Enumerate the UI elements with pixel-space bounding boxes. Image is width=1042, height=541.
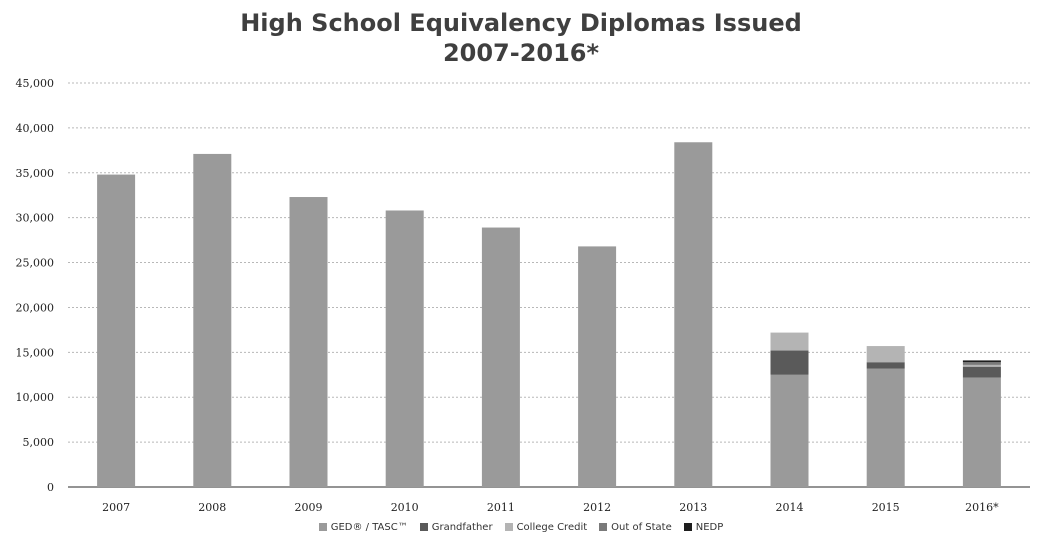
legend-swatch xyxy=(318,523,327,531)
x-category-label: 2009 xyxy=(295,501,323,514)
x-category-label: 2010 xyxy=(391,501,419,514)
legend-label: Out of State xyxy=(611,522,672,533)
bar-2007-series-0 xyxy=(97,174,136,487)
bar-2008-series-0 xyxy=(193,153,232,487)
y-axis-tick-labels: 0 5,000 10,000 15,000 20,000 25,000 30,000 35,0… xyxy=(16,77,55,494)
bar-2016-series-0 xyxy=(962,377,1001,487)
legend-label: College Credit xyxy=(516,522,588,533)
chart-title-line1: High School Equivalency Diplomas Issued xyxy=(240,9,802,37)
x-category-label: 2013 xyxy=(679,501,707,514)
y-tick-label: 5,000 xyxy=(23,436,55,449)
chart-title: High School Equivalency Diplomas Issued … xyxy=(0,8,1042,68)
legend-label: Grandfather xyxy=(431,522,493,533)
bar-2016-series-3 xyxy=(962,362,1001,365)
y-tick-label: 35,000 xyxy=(16,167,55,180)
y-tick-label: 40,000 xyxy=(16,122,55,135)
x-axis-category-labels: 2007 2008 2009 2010 2011 2012 2013 2014 2015 2016… xyxy=(102,501,999,514)
x-category-label: 2015 xyxy=(872,501,900,514)
x-category-label: 2008 xyxy=(198,501,226,514)
legend-label: GED® / TASC™ xyxy=(330,522,408,533)
bar-2009-series-0 xyxy=(289,197,328,488)
legend-swatch xyxy=(683,523,692,531)
y-tick-label: 10,000 xyxy=(16,391,55,404)
bar-2014-series-0 xyxy=(770,374,809,487)
legend-item: NEDP xyxy=(683,522,724,533)
legend-item: Grandfather xyxy=(419,522,493,533)
y-tick-label: 25,000 xyxy=(16,257,55,270)
bar-2016-series-1 xyxy=(962,366,1001,378)
bar-2010-series-0 xyxy=(385,210,424,488)
legend-item: College Credit xyxy=(504,522,588,533)
x-category-label: 2016* xyxy=(965,501,999,514)
bar-2015-series-2 xyxy=(866,346,905,363)
bar-2011-series-0 xyxy=(481,227,520,487)
y-tick-label: 0 xyxy=(47,481,54,494)
bar-2015-series-0 xyxy=(866,368,905,487)
bar-2016-series-4 xyxy=(962,360,1001,363)
legend: GED® / TASC™ Grandfather College Credit Out… xyxy=(0,522,1042,533)
bar-2014-series-2 xyxy=(770,332,809,351)
legend-item: Out of State xyxy=(599,522,672,533)
legend-swatch xyxy=(504,523,513,531)
bars xyxy=(97,142,1001,488)
x-category-label: 2014 xyxy=(776,501,804,514)
y-tick-label: 20,000 xyxy=(16,301,55,314)
bar-2014-series-1 xyxy=(770,350,809,375)
x-category-label: 2007 xyxy=(102,501,130,514)
chart-title-line2: 2007-2016* xyxy=(442,39,600,67)
legend-item: GED® / TASC™ xyxy=(318,522,408,533)
legend-swatch xyxy=(599,523,608,531)
y-tick-label: 30,000 xyxy=(16,212,55,225)
bar-2012-series-0 xyxy=(578,246,617,487)
legend-swatch xyxy=(419,523,428,531)
x-category-label: 2012 xyxy=(583,501,611,514)
bar-2013-series-0 xyxy=(674,142,713,487)
x-category-label: 2011 xyxy=(487,501,515,514)
bar-2016-series-2 xyxy=(962,364,1001,367)
legend-label: NEDP xyxy=(695,522,724,533)
y-tick-label: 45,000 xyxy=(16,77,55,90)
y-tick-label: 15,000 xyxy=(16,346,55,359)
bar-2015-series-1 xyxy=(866,362,905,369)
